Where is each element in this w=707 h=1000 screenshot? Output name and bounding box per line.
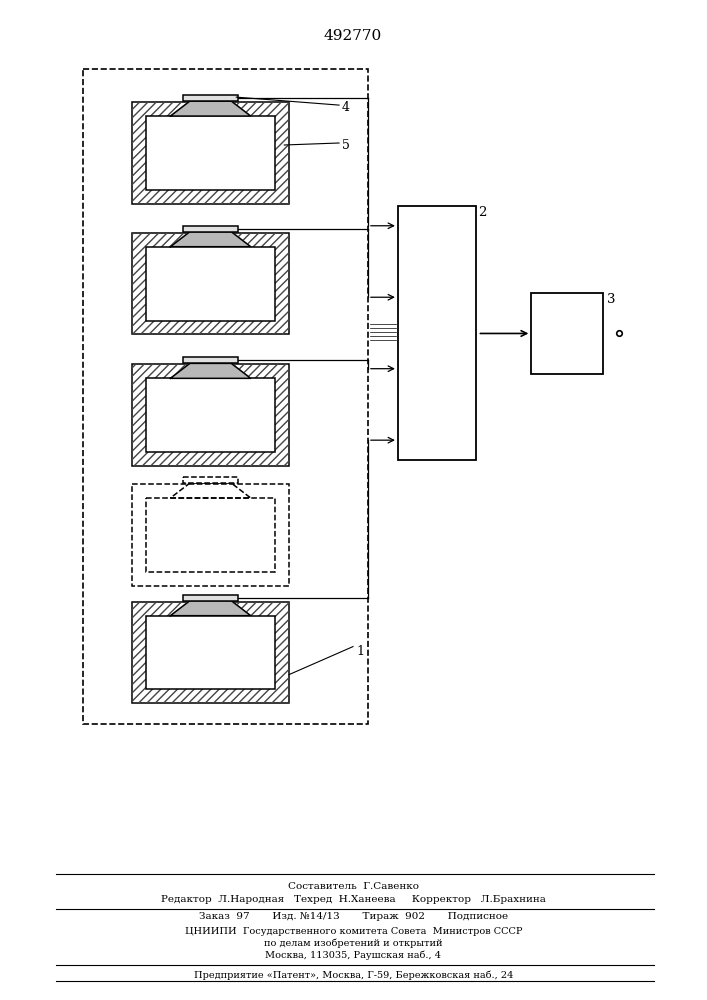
Bar xyxy=(146,247,275,320)
Bar xyxy=(146,498,275,572)
Bar xyxy=(83,69,368,724)
Bar xyxy=(132,233,289,334)
Bar xyxy=(183,477,238,483)
Polygon shape xyxy=(170,601,251,616)
Text: Заказ  97       Изд. №14/13       Тираж  902       Подписное: Заказ 97 Изд. №14/13 Тираж 902 Подписное xyxy=(199,912,508,921)
Bar xyxy=(132,364,289,466)
Bar xyxy=(183,95,238,101)
Bar xyxy=(146,116,275,190)
Bar xyxy=(146,378,275,452)
Bar xyxy=(398,206,476,460)
Polygon shape xyxy=(170,101,251,116)
Bar xyxy=(183,226,238,232)
Text: 1: 1 xyxy=(356,645,364,658)
Text: Предприятие «Патент», Москва, Г-59, Бережковская наб., 24: Предприятие «Патент», Москва, Г-59, Бере… xyxy=(194,971,513,980)
Bar xyxy=(132,602,289,703)
Bar xyxy=(132,102,289,204)
Bar xyxy=(132,233,289,334)
Bar xyxy=(132,484,289,586)
Text: Редактор  Л.Народная   Техред  Н.Ханеева     Корректор   Л.Брахнина: Редактор Л.Народная Техред Н.Ханеева Кор… xyxy=(161,895,546,904)
Text: Составитель  Г.Савенко: Составитель Г.Савенко xyxy=(288,882,419,891)
Text: 492770: 492770 xyxy=(324,29,382,43)
Text: 3: 3 xyxy=(607,293,616,306)
Text: 2: 2 xyxy=(479,206,487,219)
Text: по делам изобретений и открытий: по делам изобретений и открытий xyxy=(264,939,443,948)
Bar xyxy=(132,602,289,703)
Polygon shape xyxy=(170,232,251,247)
Bar xyxy=(132,364,289,466)
Text: 4: 4 xyxy=(342,101,350,114)
Polygon shape xyxy=(170,363,251,378)
Bar xyxy=(183,357,238,363)
Bar xyxy=(531,293,603,374)
Bar xyxy=(132,102,289,204)
Bar xyxy=(183,595,238,601)
Text: Москва, 113035, Раушская наб., 4: Москва, 113035, Раушская наб., 4 xyxy=(266,951,441,960)
Text: ЦНИИПИ  Государственного комитета Совета  Министров СССР: ЦНИИПИ Государственного комитета Совета … xyxy=(185,927,522,936)
Text: 5: 5 xyxy=(342,139,350,152)
Bar xyxy=(146,616,275,689)
